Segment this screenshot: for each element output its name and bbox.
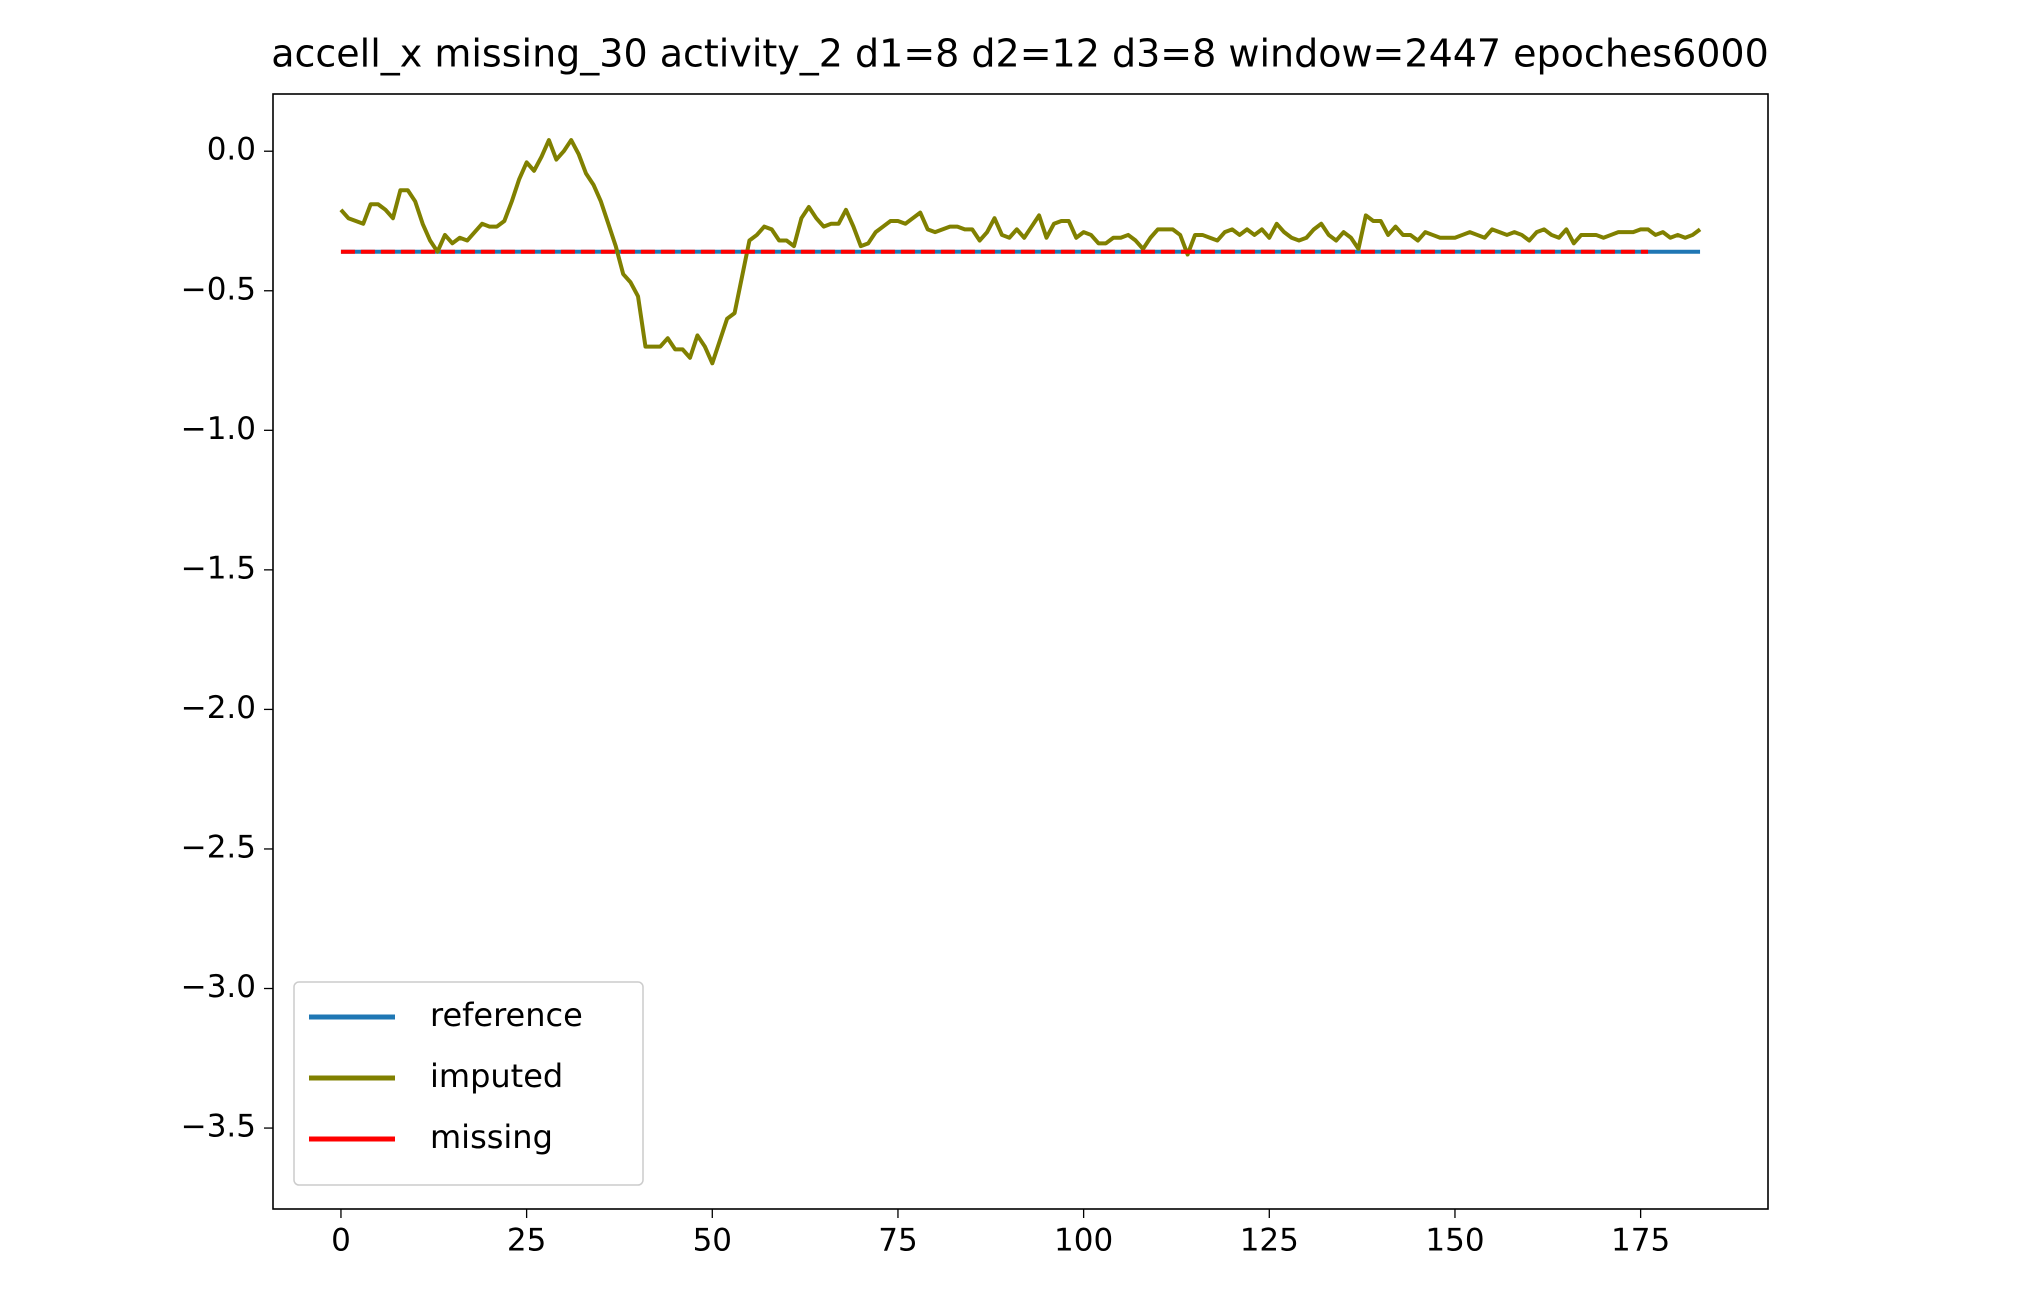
x-tick-label: 25 — [507, 1223, 546, 1259]
y-tick-label: 0.0 — [207, 132, 256, 168]
x-tick-label: 75 — [878, 1223, 917, 1259]
x-tick-label: 125 — [1240, 1223, 1299, 1259]
y-tick-label: −3.5 — [181, 1109, 256, 1145]
chart-title: accell_x missing_30 activity_2 d1=8 d2=1… — [271, 32, 1769, 76]
series-line — [339, 138, 1702, 366]
y-tick-label: −3.0 — [181, 969, 256, 1005]
legend-label: reference — [430, 996, 583, 1034]
x-tick-label: 175 — [1611, 1223, 1670, 1259]
y-tick-label: −2.5 — [181, 829, 256, 865]
y-tick-label: −1.0 — [181, 411, 256, 447]
x-tick-label: 100 — [1054, 1223, 1113, 1259]
x-tick-label: 0 — [331, 1223, 351, 1259]
plot-area — [339, 138, 1702, 366]
x-tick-label: 50 — [693, 1223, 732, 1259]
axes-frame — [272, 93, 1769, 1210]
legend-label: imputed — [430, 1057, 563, 1095]
legend-label: missing — [430, 1118, 553, 1156]
legend-box — [293, 981, 644, 1186]
x-tick-label: 150 — [1425, 1223, 1484, 1259]
y-tick-label: −1.5 — [181, 550, 256, 586]
y-tick-label: −0.5 — [181, 271, 256, 307]
y-tick-label: −2.0 — [181, 690, 256, 726]
